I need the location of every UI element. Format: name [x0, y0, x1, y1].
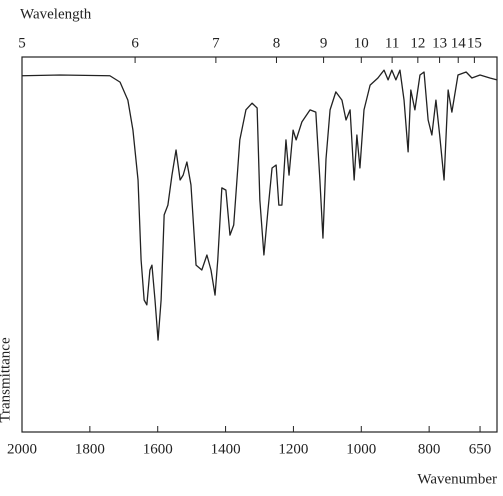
x-axis-label: Wavenumber [417, 471, 497, 487]
top-tick-label: 6 [131, 35, 139, 51]
x-tick-label: 1400 [211, 441, 241, 457]
x-tick-label: 1800 [75, 441, 105, 457]
top-tick-label: 11 [385, 35, 399, 51]
top-tick-label: 9 [320, 35, 328, 51]
x-tick-label: 2000 [7, 441, 37, 457]
top-tick-label: 12 [410, 35, 425, 51]
top-tick-label: 5 [18, 35, 26, 51]
x-tick-label: 1200 [278, 441, 308, 457]
top-axis-label: Wavelength [20, 6, 92, 22]
x-tick-label: 1600 [143, 441, 173, 457]
x-tick-label: 650 [469, 441, 492, 457]
top-tick-label: 14 [451, 35, 467, 51]
top-tick-label: 15 [467, 35, 482, 51]
y-axis-label: Transmittance [0, 337, 13, 423]
plot-frame [21, 56, 498, 433]
top-tick-label: 7 [212, 35, 220, 51]
spectrum-line [21, 69, 498, 341]
x-tick-label: 800 [418, 441, 441, 457]
top-tick-label: 13 [432, 35, 447, 51]
x-tick-label: 1000 [346, 441, 376, 457]
top-tick-label: 8 [273, 35, 281, 51]
top-tick-label: 10 [354, 35, 369, 51]
